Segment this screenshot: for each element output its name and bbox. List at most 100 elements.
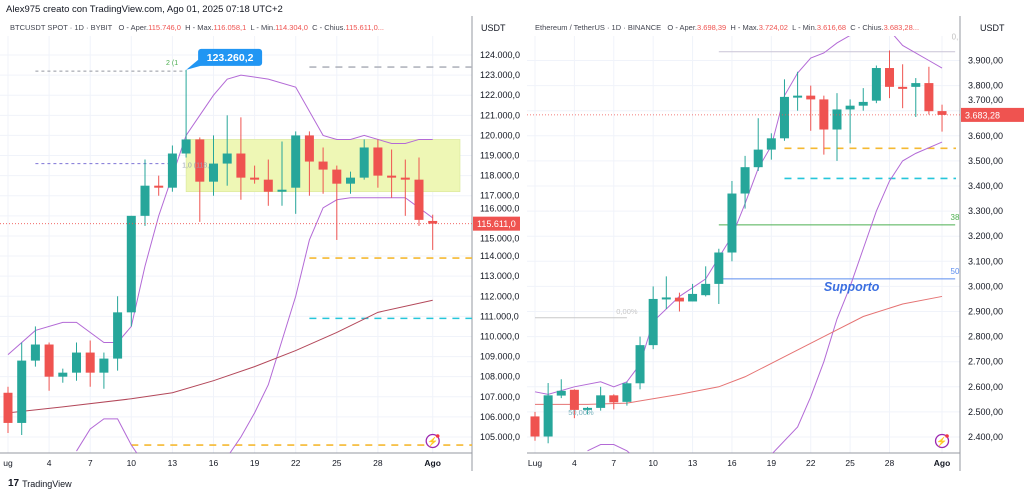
candle-body[interactable] [648,298,658,346]
candle-body[interactable] [373,147,383,176]
candle-body[interactable] [622,383,632,402]
candle-body[interactable] [222,153,232,164]
open-label: O - Aper. [118,23,149,32]
date-tick-label: Lug [528,458,542,468]
candle-body[interactable] [414,179,424,220]
candle-body[interactable] [291,135,301,188]
date-tick-label: 16 [209,458,219,468]
candle-body[interactable] [181,139,191,154]
price-tick-label: 3.300,00 [968,206,1003,216]
close-label: C - Chius. [850,23,884,32]
candle-body[interactable] [635,345,645,384]
candle-body[interactable] [740,167,750,194]
date-tick-label: 19 [767,458,777,468]
candle-body[interactable] [387,175,397,178]
candle-body[interactable] [167,153,177,188]
candle-body[interactable] [806,95,816,100]
date-tick-label: 7 [88,458,93,468]
candle-body[interactable] [766,138,776,150]
price-tick-label: 2.900,00 [968,307,1003,317]
candle-body[interactable] [911,83,921,87]
eth-candlestick-chart[interactable]: 3.900,00 3.800,00 3.700,00 3.600,00 3.500,00… [527,16,1024,471]
candle-body[interactable] [209,163,218,182]
alert-lightning-icon[interactable] [425,433,440,449]
candle-body[interactable] [277,189,287,192]
symbol-label[interactable]: Ethereum / TetherUS · 1D · BINANCE [535,23,662,32]
candle-body[interactable] [543,395,553,437]
candle-body[interactable] [674,297,684,302]
date-tick-label: 22 [291,458,301,468]
tradingview-footer[interactable]: 17 TradingView [8,478,72,489]
candle-body[interactable] [332,169,342,184]
candle-body[interactable] [845,105,855,110]
symbol-label[interactable]: BTCUSDT SPOT · 1D · BYBIT [10,23,113,32]
candle-body[interactable] [701,283,711,296]
price-tick-label: 107.000,0 [480,392,520,402]
tradingview-logo-icon: 17 [8,478,20,489]
date-tick-label: 16 [727,458,737,468]
last-price-badge [473,216,520,231]
support-label[interactable]: Supporto [824,280,880,294]
candle-body[interactable] [832,109,842,130]
candle-body[interactable] [400,177,410,180]
candle-body[interactable] [85,352,95,373]
candle-body[interactable] [779,96,789,139]
candle-body[interactable] [318,161,328,170]
candle-body[interactable] [793,95,803,98]
alert-lightning-icon[interactable] [934,433,950,449]
candle-body[interactable] [428,220,438,224]
high-price-callout [198,48,263,66]
price-tick-label: 105.000,0 [480,432,520,442]
candle-body[interactable] [359,147,369,178]
open-value: 3.698,39 [697,23,727,32]
candle-body[interactable] [263,179,273,192]
candle-body[interactable] [195,139,205,182]
date-tick-label: 22 [806,458,816,468]
price-tick-label: 109.000,0 [480,352,520,362]
candle-body[interactable] [113,312,123,359]
candle-body[interactable] [154,185,164,188]
candle-body[interactable] [937,111,947,115]
candle-body[interactable] [858,101,868,106]
candle-body[interactable] [596,395,606,408]
candle-body[interactable] [661,297,671,300]
price-tick-label: 3.700,00 [968,95,1003,105]
candle-body[interactable] [140,185,150,216]
candle-body[interactable] [236,153,246,178]
candle-body[interactable] [72,352,81,373]
candle-body[interactable] [346,177,355,184]
candle-body[interactable] [714,252,724,284]
btc-chart-panel[interactable]: 124.000,0 123.000,0 122.000,0 121.000,0 120.… [0,16,520,471]
fib-label: 1,0 (118, [182,163,209,170]
btc-candlestick-chart[interactable]: 124.000,0 123.000,0 122.000,0 121.000,0 120.… [0,16,520,471]
candle-body[interactable] [99,358,109,373]
candle-body[interactable] [753,149,763,168]
candle-body[interactable] [58,372,68,377]
price-tick-label: 114.000,0 [480,251,519,261]
candle-body[interactable] [885,68,895,87]
eth-chart-panel[interactable]: 3.900,00 3.800,00 3.700,00 3.600,00 3.500,00… [527,16,1024,471]
plot-area[interactable] [530,28,957,462]
plot-area[interactable] [3,66,473,465]
candle-body[interactable] [126,215,136,313]
price-tick-label: 108.000,0 [480,372,520,382]
date-tick-label: 25 [332,458,342,468]
candle-body[interactable] [688,293,698,302]
candle-body[interactable] [609,395,619,403]
candle-body[interactable] [583,407,593,410]
candle-body[interactable] [30,344,40,361]
candle-body[interactable] [819,99,829,130]
fib-label: 2 (1 [166,60,178,67]
candle-body[interactable] [727,193,737,253]
candle-body[interactable] [304,135,314,162]
candle-body[interactable] [556,390,566,396]
candle-body[interactable] [871,68,881,101]
candle-body[interactable] [924,83,934,112]
candle-body[interactable] [3,392,13,423]
candle-body[interactable] [569,389,579,410]
candle-body[interactable] [17,360,27,423]
candle-body[interactable] [530,416,540,437]
candle-body[interactable] [250,177,260,180]
candle-body[interactable] [44,344,54,377]
candle-body[interactable] [898,86,908,89]
